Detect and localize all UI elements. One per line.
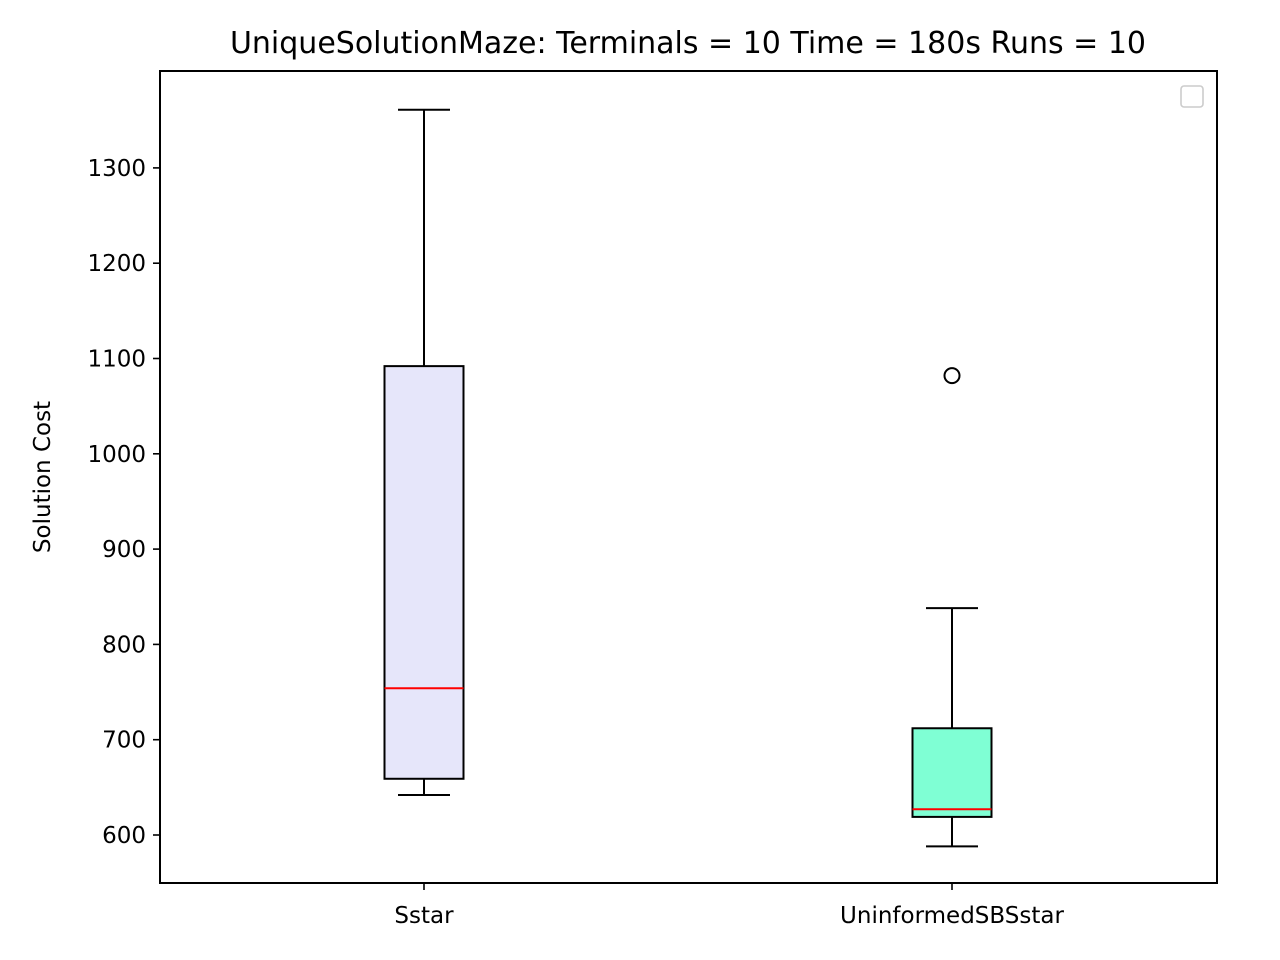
- iqr-box: [911, 727, 993, 818]
- box-group: [911, 367, 993, 848]
- y-tick-label: 900: [102, 537, 146, 563]
- y-tick-label: 1200: [87, 251, 146, 277]
- legend-box: [1180, 85, 1204, 108]
- y-axis-ticks: 600 700 800 900 1000 1100 1200 1300: [87, 156, 160, 849]
- y-tick-label: 1000: [87, 442, 146, 468]
- x-axis-ticks: Sstar UninformedSBSstar: [394, 883, 1064, 929]
- outlier-point: [943, 367, 961, 385]
- y-axis-label: Solution Cost: [30, 401, 56, 553]
- chart-title: UniqueSolutionMaze: Terminals = 10 Time …: [230, 26, 1146, 61]
- x-tick-label: UninformedSBSstar: [840, 903, 1064, 929]
- iqr-box: [383, 365, 465, 780]
- y-tick-label: 600: [102, 823, 146, 849]
- plot-area-frame: [159, 70, 1218, 884]
- boxes: [383, 108, 993, 848]
- y-tick-label: 700: [102, 728, 146, 754]
- box-group: [383, 108, 465, 796]
- y-tick-label: 1100: [87, 347, 146, 373]
- y-tick-label: 800: [102, 632, 146, 658]
- y-tick-label: 1300: [87, 156, 146, 182]
- x-tick-label: Sstar: [394, 903, 454, 929]
